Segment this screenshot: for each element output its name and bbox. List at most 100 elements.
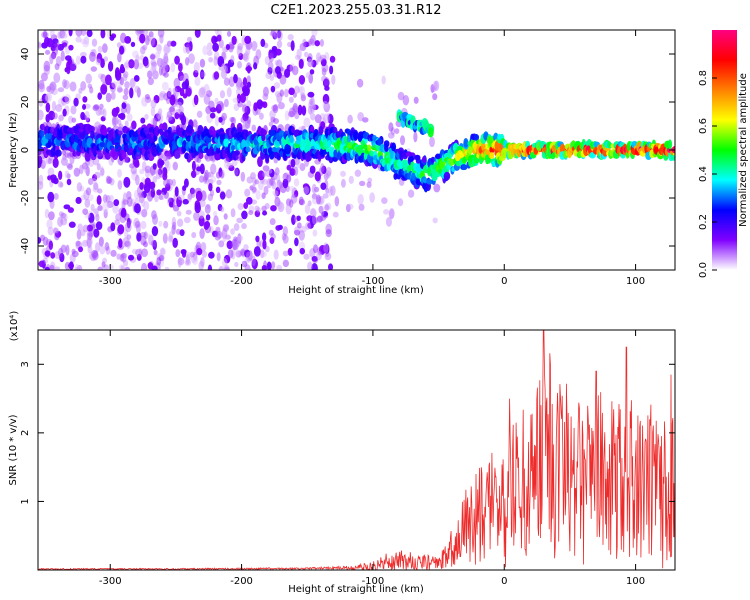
spectrogram-cell [237, 61, 242, 69]
spectrogram-cell [165, 114, 173, 122]
spectrogram-cell [50, 252, 56, 259]
spectrogram-cell [87, 244, 93, 254]
spectrogram-cell [147, 262, 154, 270]
spectrogram-cell [152, 239, 157, 251]
spectrogram-cell [45, 157, 52, 165]
spectrogram-cell [282, 250, 289, 257]
spectrogram-cell [93, 126, 99, 136]
spectrogram-cell [144, 96, 152, 103]
spectrogram-cell [102, 43, 108, 54]
spectrogram-cell [140, 220, 147, 230]
spectrogram-cell [269, 110, 276, 120]
spectrogram-cell [327, 113, 334, 124]
spectrogram-cell [198, 215, 205, 227]
spectrogram-cell [182, 93, 188, 99]
colorbar-tick-label: 0.2 [698, 214, 709, 230]
spectrogram-cell [383, 208, 390, 215]
spectrogram-cell [244, 105, 251, 116]
spectrogram-cell [298, 58, 304, 69]
spectrogram-cell [153, 249, 158, 256]
spectrogram-cell [100, 30, 106, 39]
spectrogram-cell [235, 250, 242, 258]
spectrogram-cell [243, 51, 250, 63]
spectrogram-cell [38, 150, 42, 157]
spectrogram-cell [164, 46, 172, 53]
spectrogram-cell [391, 142, 397, 152]
spectrogram-cell [254, 179, 260, 185]
spectrogram-cell [332, 211, 339, 218]
spectrogram-cell [55, 149, 62, 157]
spectrogram-cell [222, 231, 227, 243]
spectrogram-cell [116, 253, 121, 260]
spectrogram-cell [225, 43, 231, 50]
spectrogram-cells [38, 30, 675, 270]
spectrogram-cell [67, 207, 74, 213]
spectrogram-cell [89, 86, 94, 94]
spectrogram-cell [158, 220, 163, 227]
spectrogram-cell [262, 93, 269, 101]
spectrogram-cell [68, 115, 74, 124]
spectrogram-cell [64, 152, 70, 158]
spectrogram-cell [310, 207, 316, 215]
spectrogram-cell [240, 81, 246, 89]
spectrogram-cell [38, 98, 44, 107]
spectrogram-cell [213, 210, 218, 217]
spectrogram-cell [325, 223, 332, 235]
spectrogram-cell [282, 259, 289, 268]
spectrogram-cell [46, 219, 53, 229]
spectrogram-cell [232, 154, 239, 161]
spectrogram-cell [49, 81, 57, 92]
spectrogram-cell [224, 157, 229, 164]
spectrogram-cell [427, 127, 434, 138]
spectrogram-cell [248, 210, 254, 216]
spectrogram-cell [92, 104, 100, 112]
spectrogram-cell [320, 163, 325, 173]
spectrogram-cell [126, 234, 132, 240]
spectrogram-cell [41, 93, 49, 104]
spectrogram-cell [317, 56, 323, 62]
spectrogram-cell [140, 117, 146, 124]
spectrogram-cell [47, 167, 55, 177]
spectrogram-cell [326, 166, 332, 177]
x-tick-label: -300 [99, 576, 122, 587]
spectrogram-cell [193, 61, 200, 73]
spectrogram-cell [140, 46, 146, 55]
spectrogram-cell [163, 55, 169, 66]
spectrogram-cell [38, 181, 44, 190]
spectrogram-cell [49, 30, 55, 38]
spectrogram-cell [284, 68, 291, 78]
spectrogram-cell [307, 105, 313, 115]
spectrogram-cell [150, 117, 158, 127]
spectrogram-cell [314, 171, 321, 182]
spectrogram-cell [117, 126, 123, 135]
spectrogram-cell [237, 43, 244, 51]
spectrogram-cell [296, 215, 301, 222]
spectrogram-cell [473, 133, 480, 141]
spectrogram-cell [115, 213, 121, 221]
spectrogram-cell [124, 221, 132, 233]
spectrogram-cell [362, 117, 369, 123]
spectrogram-cell [163, 220, 169, 229]
spectrogram-cell [221, 228, 228, 240]
spectrogram-cell [219, 206, 225, 213]
spectrogram-cell [218, 116, 223, 123]
spectrogram-cell [54, 231, 60, 241]
spectrogram-cell [46, 85, 52, 93]
spectrogram-cell [69, 253, 76, 263]
spectrogram-cell [298, 196, 304, 206]
spectrogram-cell [119, 253, 125, 262]
spectrogram-cell [377, 137, 383, 146]
spectrogram-cell [66, 162, 73, 169]
spectrogram-cell [236, 45, 243, 57]
spectrogram-cell [272, 103, 279, 114]
spectrogram-cell [323, 172, 329, 181]
spectrogram-cell [251, 124, 257, 132]
spectrogram-cell [194, 76, 201, 86]
spectrogram-cell [213, 71, 220, 80]
snr-series-line [38, 330, 675, 570]
spectrogram-cell [87, 177, 94, 186]
spectrogram-cell [299, 247, 306, 255]
spectrogram-cell [149, 54, 156, 60]
spectrogram-cell [253, 102, 258, 112]
spectrogram-cell [223, 77, 230, 86]
